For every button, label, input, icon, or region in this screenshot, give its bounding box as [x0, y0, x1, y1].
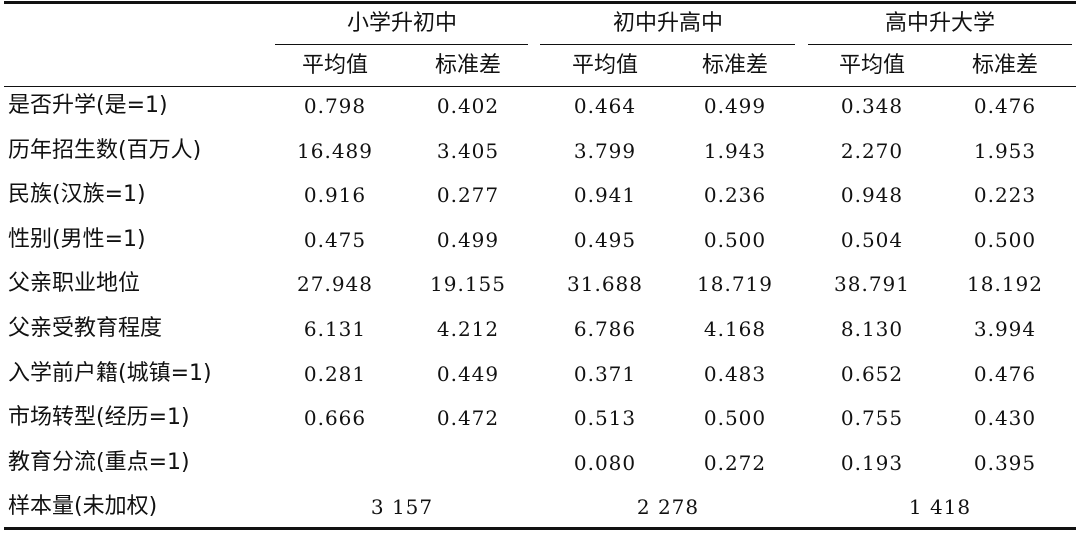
- cell: 2 278: [636, 495, 700, 520]
- header-rule: [4, 86, 1076, 87]
- cell: 0.193: [840, 450, 904, 475]
- row-label: 民族(汉族=1): [8, 182, 146, 208]
- group-rule: [540, 44, 795, 45]
- cell: 0.476: [973, 361, 1037, 386]
- cell: 6.786: [573, 317, 637, 341]
- cell: 0.499: [703, 94, 767, 118]
- group-rule: [275, 44, 528, 45]
- cell: 2.270: [840, 138, 904, 163]
- cell: 4.168: [703, 317, 767, 341]
- cell: 0.916: [303, 183, 367, 208]
- row-label: 市场转型(经历=1): [8, 405, 190, 431]
- cell: 0.500: [703, 227, 767, 252]
- cell: 0.500: [973, 227, 1037, 252]
- cell: 0.464: [573, 94, 637, 118]
- row-label: 性别(男性=1): [8, 226, 146, 252]
- cell: 0.666: [303, 406, 367, 431]
- cell: 0.483: [703, 361, 767, 386]
- row-label: 样本量(未加权): [8, 494, 158, 520]
- column-header: 平均值: [301, 53, 369, 78]
- group-header: 高中升大学: [884, 11, 996, 36]
- cell: 0.236: [703, 183, 767, 208]
- cell: 0.948: [840, 183, 904, 208]
- row-label: 教育分流(重点=1): [8, 449, 190, 475]
- cell: 0.371: [573, 361, 637, 386]
- row-label: 入学前户籍(城镇=1): [8, 360, 212, 386]
- cell: 0.500: [703, 406, 767, 431]
- cell: 6.131: [303, 317, 367, 341]
- cell: 4.212: [436, 317, 500, 341]
- cell: 27.948: [297, 272, 373, 297]
- cell: 1 418: [908, 495, 972, 520]
- cell: 0.449: [436, 361, 500, 386]
- cell: 0.402: [436, 94, 500, 118]
- cell: 8.130: [840, 317, 904, 341]
- group-rule: [808, 44, 1072, 45]
- cell: 3 157: [370, 495, 434, 520]
- top-rule: [4, 1, 1076, 4]
- row-label: 父亲受教育程度: [8, 316, 163, 341]
- cell: 0.755: [840, 406, 904, 431]
- cell: 0.472: [436, 406, 500, 431]
- cell: 0.395: [973, 450, 1037, 475]
- cell: 0.272: [703, 450, 767, 475]
- cell: 0.652: [840, 361, 904, 386]
- column-header: 标准差: [701, 53, 769, 78]
- cell: 0.430: [973, 406, 1037, 431]
- row-label: 是否升学(是=1): [8, 93, 168, 118]
- cell: 0.475: [303, 227, 367, 252]
- column-header: 标准差: [434, 53, 502, 78]
- cell: 0.798: [303, 94, 367, 118]
- cell: 0.941: [573, 183, 637, 208]
- cell: 0.277: [436, 183, 500, 208]
- column-header: 平均值: [838, 53, 906, 78]
- cell: 0.223: [973, 183, 1037, 208]
- cell: 31.688: [567, 272, 643, 297]
- cell: 0.504: [840, 227, 904, 252]
- bottom-rule: [4, 527, 1076, 530]
- cell: 0.499: [436, 227, 500, 252]
- cell: 1.953: [973, 138, 1037, 163]
- cell: 0.080: [573, 450, 637, 475]
- group-header: 小学升初中: [346, 11, 458, 36]
- cell: 19.155: [430, 272, 506, 297]
- group-header: 初中升高中: [612, 11, 724, 36]
- cell: 0.476: [973, 94, 1037, 118]
- cell: 0.348: [840, 94, 904, 118]
- cell: 18.719: [697, 272, 773, 297]
- cell: 3.994: [973, 317, 1037, 341]
- cell: 16.489: [297, 138, 373, 163]
- cell: 3.799: [573, 138, 637, 163]
- cell: 3.405: [436, 138, 500, 163]
- cell: 1.943: [703, 138, 767, 163]
- cell: 0.495: [573, 227, 637, 252]
- row-label: 历年招生数(百万人): [8, 137, 202, 163]
- column-header: 平均值: [571, 53, 639, 78]
- cell: 0.513: [573, 406, 637, 431]
- cell: 38.791: [834, 272, 910, 297]
- row-label: 父亲职业地位: [8, 271, 141, 297]
- column-header: 标准差: [971, 53, 1039, 78]
- cell: 18.192: [967, 272, 1043, 297]
- cell: 0.281: [303, 361, 367, 386]
